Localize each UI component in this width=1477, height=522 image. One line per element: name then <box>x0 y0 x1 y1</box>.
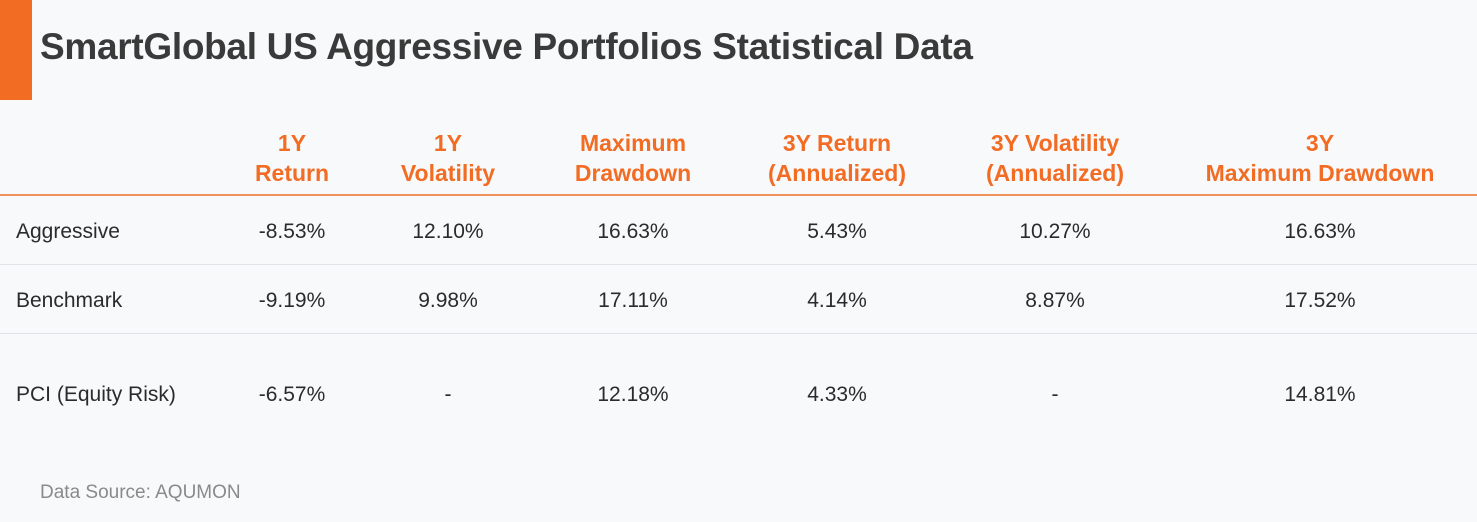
table-cell: -9.19% <box>258 289 326 312</box>
table-cell: - <box>444 383 452 406</box>
table-row-pci: PCI (Equity Risk) -6.57% - 12.18% 4.33% … <box>0 334 1477 454</box>
table-row-benchmark: Benchmark -9.19% 9.98% 17.11% 4.14% 8.87… <box>0 265 1477 334</box>
table-cell: 5.43% <box>807 220 867 243</box>
column-header-3y-volatility: 3Y Volatility (Annualized) <box>986 128 1124 188</box>
table-cell: -8.53% <box>258 220 326 243</box>
column-header-line: 3Y Return <box>782 130 892 156</box>
page-title: SmartGlobal US Aggressive Portfolios Sta… <box>40 26 973 67</box>
row-label: Benchmark <box>16 289 123 312</box>
column-header-line: (Annualized) <box>768 160 906 186</box>
table-cell: 10.27% <box>1019 220 1091 243</box>
table-cell: 4.14% <box>807 289 867 312</box>
column-header-line: Return <box>254 160 330 186</box>
table-cell: 4.33% <box>807 383 867 406</box>
table-cell: 17.52% <box>1284 289 1356 312</box>
column-header-1y-volatility: 1Y Volatility <box>401 128 495 188</box>
table-row-aggressive: Aggressive -8.53% 12.10% 16.63% 5.43% 10… <box>0 196 1477 265</box>
title-accent-bar <box>0 0 32 100</box>
table-cell: 12.18% <box>597 383 669 406</box>
table-cell: 8.87% <box>1025 289 1085 312</box>
column-header-line: 3Y <box>1305 130 1335 156</box>
table-header: 1Y Return 1Y Volatility Maximum Drawdown… <box>0 120 1477 196</box>
column-header-line: 1Y <box>277 130 307 156</box>
table-cell: 14.81% <box>1284 383 1356 406</box>
table-cell: - <box>1051 383 1059 406</box>
column-header-3y-return: 3Y Return (Annualized) <box>768 128 906 188</box>
table-cell: 16.63% <box>597 220 669 243</box>
column-header-line: Maximum Drawdown <box>1205 160 1435 186</box>
data-source-note: Data Source: AQUMON <box>40 482 241 503</box>
row-label: Aggressive <box>16 220 120 243</box>
column-header-1y-return: 1Y Return <box>255 128 329 188</box>
table-cell: -6.57% <box>258 383 326 406</box>
column-header-line: (Annualized) <box>986 160 1124 186</box>
column-header-line: Maximum <box>579 130 687 156</box>
stats-table: 1Y Return 1Y Volatility Maximum Drawdown… <box>0 120 1477 454</box>
table-cell: 16.63% <box>1284 220 1356 243</box>
table-cell: 17.11% <box>598 289 668 312</box>
table-cell: 12.10% <box>412 220 484 243</box>
table-cell: 9.98% <box>418 289 478 312</box>
column-header-maximum-drawdown: Maximum Drawdown <box>575 128 691 188</box>
column-header-line: 1Y <box>433 130 463 156</box>
column-header-line: Drawdown <box>574 160 692 186</box>
column-header-line: Volatility <box>400 160 496 186</box>
column-header-line: 3Y Volatility <box>990 130 1120 156</box>
row-label: PCI (Equity Risk) <box>16 383 176 406</box>
column-header-3y-maximum-drawdown: 3Y Maximum Drawdown <box>1206 128 1435 188</box>
